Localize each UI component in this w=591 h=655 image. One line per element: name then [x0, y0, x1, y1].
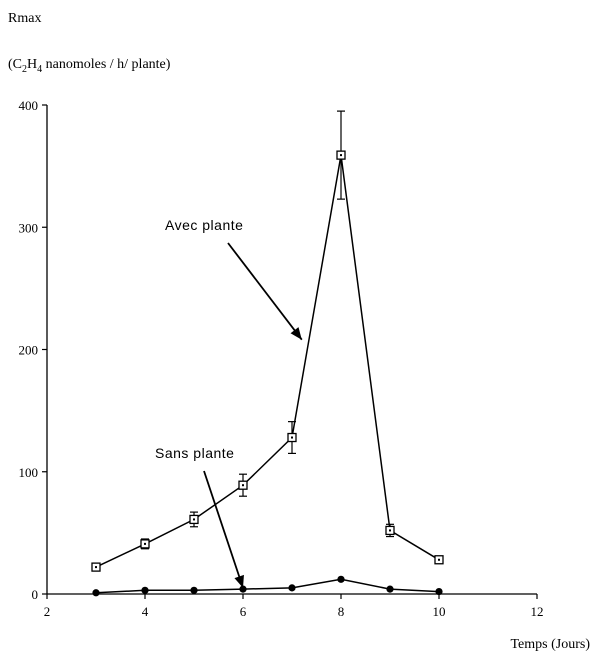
data-markers [91, 150, 444, 597]
annotation-arrow-head [234, 574, 244, 588]
x-tick-label: 12 [531, 604, 544, 619]
data-point-sans-plante [92, 589, 100, 597]
y-axis-unit: (C2H4 nanomoles / h/ plante) [8, 57, 171, 75]
data-point-sans-plante [337, 575, 345, 583]
y-tick-label: 300 [19, 220, 39, 235]
series-line-avec-plante [95, 154, 440, 568]
annotation-arrow-head [290, 327, 302, 340]
data-point-sans-plante [190, 586, 198, 594]
data-point-avec-plante-dot [340, 154, 342, 157]
data-point-avec-plante-dot [291, 436, 293, 439]
x-tick-label: 8 [338, 604, 345, 619]
y-tick-label: 100 [19, 465, 39, 480]
y-tick-label: 0 [32, 587, 39, 602]
data-point-sans-plante [435, 587, 443, 596]
data-point-sans-plante [239, 585, 247, 593]
data-point-sans-plante [141, 586, 149, 594]
x-tick-label: 6 [240, 604, 247, 619]
x-tick-label: 10 [433, 604, 446, 619]
annotation-label-avec-plante: Avec plante [165, 217, 243, 233]
annotation-arrow-shaft [227, 242, 303, 341]
data-point-avec-plante-dot [242, 484, 244, 487]
y-tick-label: 400 [19, 98, 39, 113]
annotations: Avec plante Sans plante [155, 217, 303, 589]
x-axis-title: Temps (Jours) [510, 637, 590, 652]
x-tick-label: 2 [44, 604, 51, 619]
data-point-avec-plante-dot [95, 566, 97, 569]
y-tick-label: 200 [19, 343, 39, 358]
data-point-avec-plante-dot [389, 529, 391, 532]
data-point-sans-plante [288, 584, 296, 592]
data-point-avec-plante-dot [144, 542, 146, 545]
data-point-sans-plante [386, 585, 394, 593]
x-tick-label: 4 [142, 604, 149, 619]
axis-ticks: 2 4 6 8 10 12 0 100 200 300 400 [19, 98, 544, 619]
data-point-avec-plante-dot [438, 558, 440, 561]
series-lines [95, 154, 440, 594]
y-axis-title: Rmax [8, 11, 41, 26]
series-line-sans-plante [95, 578, 440, 594]
error-bars [141, 110, 394, 550]
annotation-label-sans-plante: Sans plante [155, 445, 234, 461]
annotation-arrow-shaft [203, 470, 244, 589]
data-point-avec-plante-dot [193, 518, 195, 521]
